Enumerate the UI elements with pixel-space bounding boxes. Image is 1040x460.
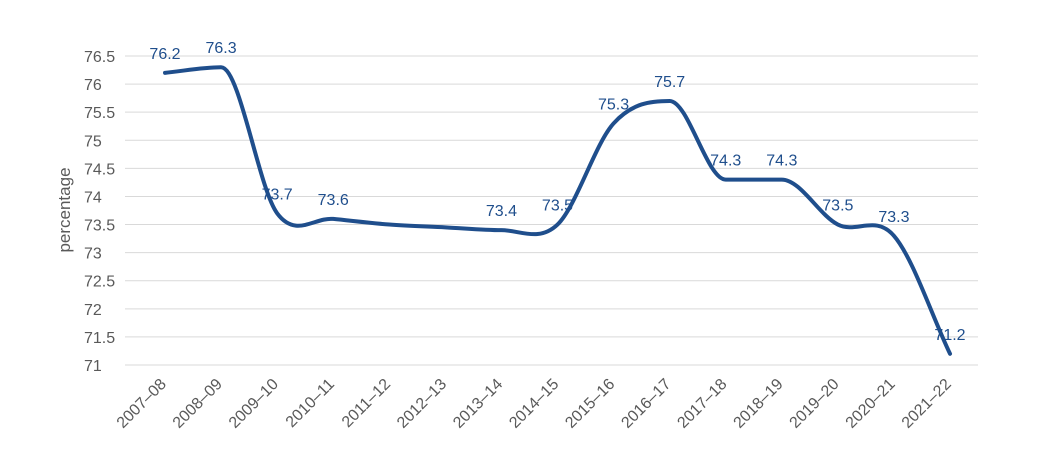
y-axis-ticks: 71 71.5 72 72.5 73 73.5 74 74.5 75 75.5 76 76.5 <box>84 49 115 375</box>
data-label: 73.6 <box>318 192 349 209</box>
x-tick-label: 2020–21 <box>843 376 899 432</box>
x-tick-label: 2008–09 <box>170 376 226 432</box>
data-label: 75.3 <box>598 96 629 113</box>
y-axis-label: percentage <box>55 167 74 252</box>
x-tick-label: 2010–11 <box>283 376 338 431</box>
data-label: 75.7 <box>654 74 685 91</box>
x-tick-label: 2013–14 <box>450 376 506 432</box>
y-tick-label: 76 <box>84 77 102 94</box>
data-label: 76.2 <box>149 46 180 63</box>
x-tick-label: 2012–13 <box>394 376 450 432</box>
data-label: 73.3 <box>878 209 909 226</box>
y-tick-label: 71.5 <box>84 330 115 347</box>
data-labels: 76.2 76.3 73.7 73.6 73.4 73.5 75.3 75.7 74.3 74.3… <box>149 40 965 344</box>
data-label: 76.3 <box>206 40 237 57</box>
x-tick-label: 2014–15 <box>506 376 562 432</box>
x-axis-ticks: 2007–08 2008–09 2009–10 2010–11 2011–12 2012–… <box>114 376 955 432</box>
y-tick-label: 72.5 <box>84 274 115 291</box>
y-tick-label: 74.5 <box>84 161 115 178</box>
x-tick-label: 2016–17 <box>618 376 674 432</box>
y-tick-label: 72 <box>84 302 102 319</box>
x-tick-label: 2017–18 <box>674 376 730 432</box>
y-tick-label: 76.5 <box>84 49 115 66</box>
x-tick-label: 2009–10 <box>226 376 282 432</box>
data-label: 74.3 <box>766 153 797 170</box>
x-tick-label: 2021–22 <box>899 376 955 432</box>
y-tick-label: 75 <box>84 133 102 150</box>
data-label: 73.7 <box>262 186 293 203</box>
series-line <box>163 65 952 356</box>
x-tick-label: 2007–08 <box>114 376 170 432</box>
y-tick-label: 73 <box>84 246 102 263</box>
y-tick-label: 73.5 <box>84 218 115 235</box>
y-tick-label: 71 <box>84 358 102 375</box>
data-label: 73.5 <box>542 198 573 215</box>
data-label: 71.2 <box>934 327 965 344</box>
data-label: 74.3 <box>710 153 741 170</box>
x-tick-label: 2015–16 <box>562 376 618 432</box>
data-label: 73.4 <box>486 203 517 220</box>
x-tick-label: 2018–19 <box>731 376 787 432</box>
data-label: 73.5 <box>822 198 853 215</box>
x-tick-label: 2019–20 <box>787 376 843 432</box>
y-tick-label: 74 <box>84 189 102 206</box>
x-tick-label: 2011–12 <box>339 376 394 431</box>
y-tick-label: 75.5 <box>84 105 115 122</box>
